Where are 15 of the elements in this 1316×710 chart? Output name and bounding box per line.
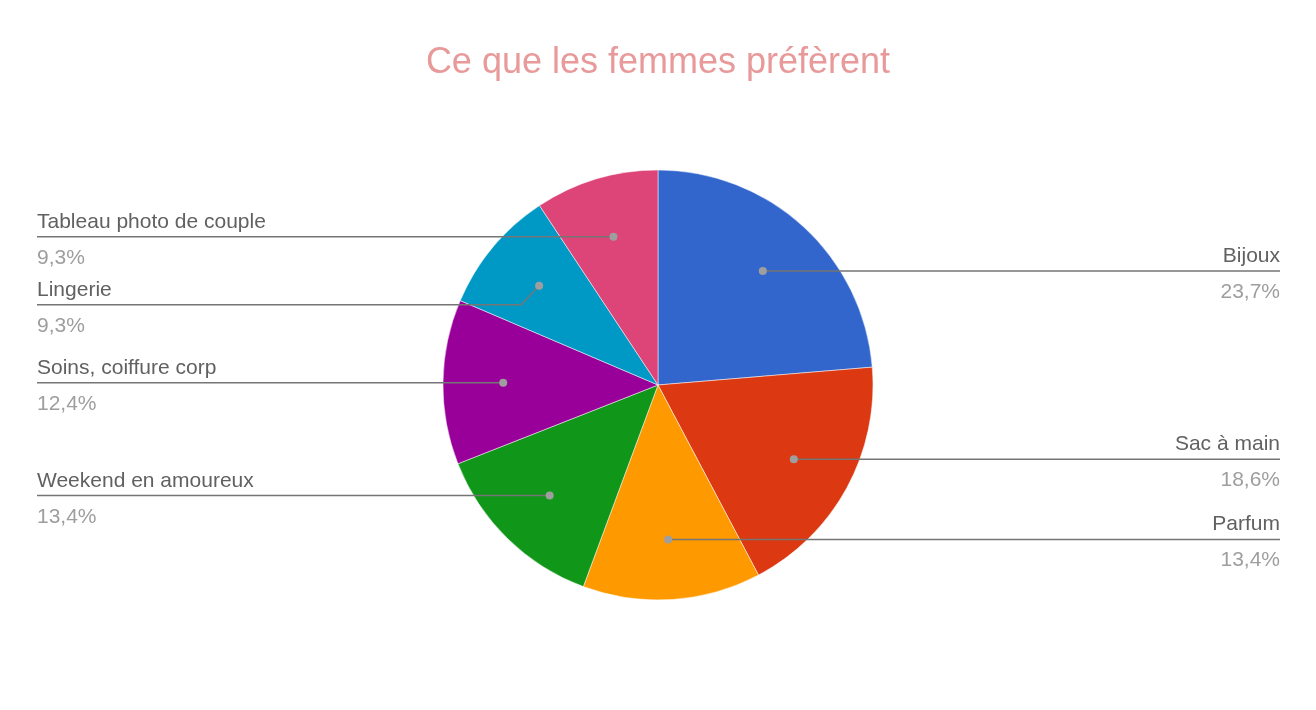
slice-label: Sac à main xyxy=(1174,431,1280,455)
data-label: 13,4% xyxy=(1220,547,1280,571)
data-label: 12,4% xyxy=(37,390,97,414)
slice-label: Soins, coiffure corp xyxy=(37,354,217,378)
slice-label: Parfum xyxy=(1212,511,1280,535)
slice-label: Lingerie xyxy=(37,276,112,300)
data-label: 18,6% xyxy=(1220,467,1280,491)
slice-label: Weekend en amoureux xyxy=(37,467,255,491)
data-label: 23,7% xyxy=(1220,279,1280,303)
data-label: 9,3% xyxy=(37,244,85,268)
slice-label: Bijoux xyxy=(1222,243,1281,267)
data-label: 9,3% xyxy=(37,312,85,336)
slice-label: Tableau photo de couple xyxy=(37,208,266,232)
chart-title: Ce que les femmes préfèrent xyxy=(425,40,891,81)
data-label: 13,4% xyxy=(37,503,97,527)
